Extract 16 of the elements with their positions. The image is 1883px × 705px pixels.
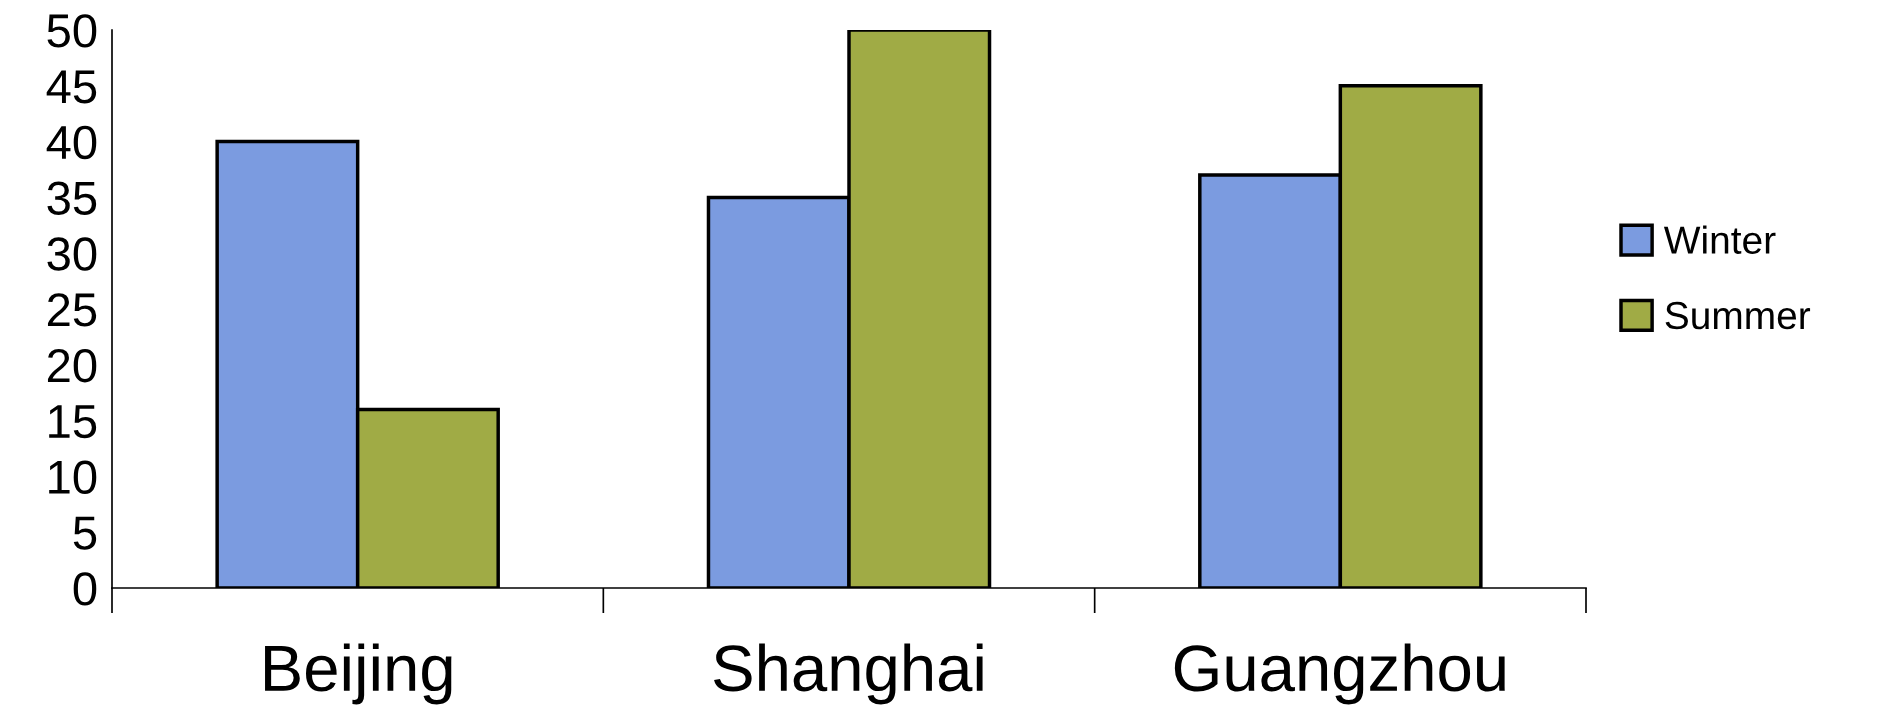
y-tick-label: 50 <box>47 14 97 48</box>
y-tick-label: 20 <box>47 348 97 383</box>
y-tick-label: 15 <box>49 405 97 439</box>
y-tick-label: 45 <box>46 70 97 104</box>
y-tick-label: 0 <box>73 572 97 606</box>
y-tick-label: 5 <box>73 516 97 550</box>
y-tick-label: 25 <box>47 293 97 327</box>
legend-label: Winter <box>1663 225 1776 254</box>
x-tick-label: Guangzhou <box>1174 643 1505 705</box>
x-tick-label: Beijing <box>265 643 452 705</box>
legend-label: Summer <box>1665 301 1811 330</box>
y-tick-label: 35 <box>47 181 97 215</box>
y-tick-label: 40 <box>46 125 97 160</box>
x-tick-label: Shanghai <box>714 643 983 705</box>
y-tick-label: 10 <box>49 460 97 494</box>
y-tick-label: 30 <box>47 237 97 271</box>
